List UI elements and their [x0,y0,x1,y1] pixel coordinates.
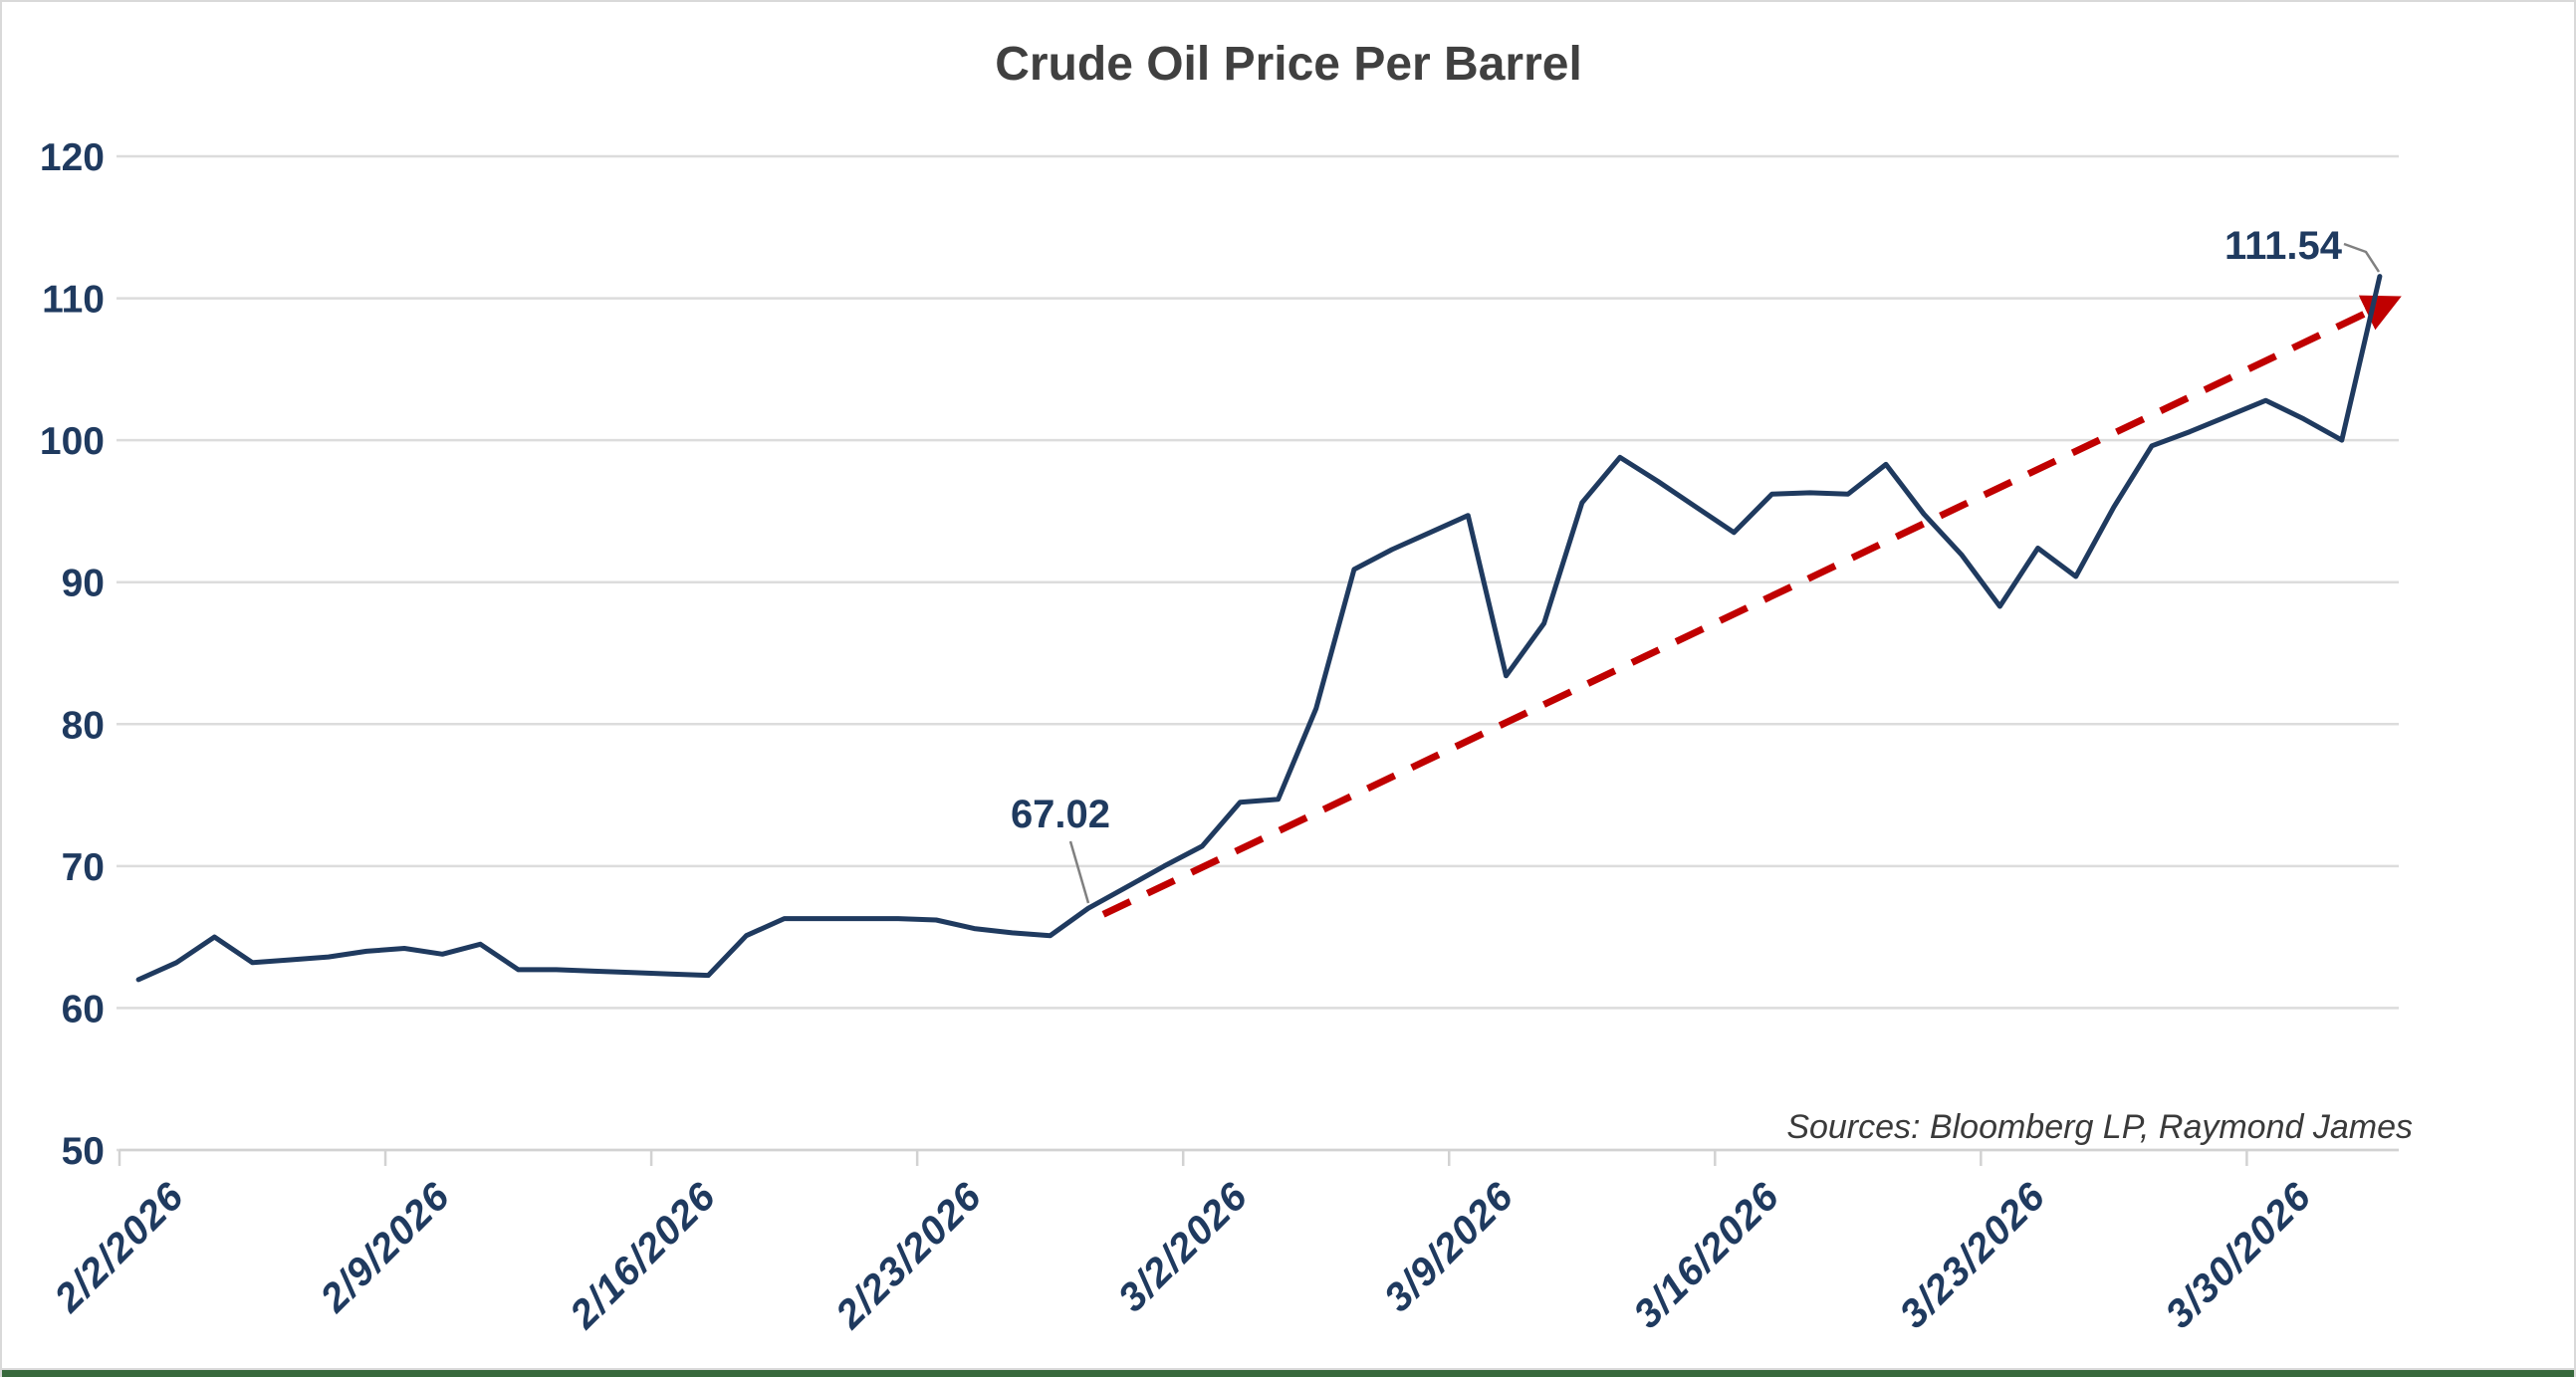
y-axis-label-50: 50 [62,1130,105,1173]
x-axis-label-2-16-2026: 2/16/2026 [562,1174,725,1337]
price-series-line [135,274,2383,983]
y-axis-label-110: 110 [42,279,105,322]
y-axis-label-60: 60 [62,988,105,1031]
y-axis-label-80: 80 [62,704,105,747]
x-axis-label-3-16-2026: 3/16/2026 [1625,1174,1787,1336]
sources-note: Sources: Bloomberg LP, Raymond James [1786,1108,2413,1146]
x-axis-label-3-23-2026: 3/23/2026 [1891,1174,2053,1336]
x-axis-label-2-2-2026: 2/2/2026 [46,1174,193,1321]
x-axis-label-2-23-2026: 2/23/2026 [827,1174,991,1337]
annotation-leader-67-02 [1068,840,1090,904]
annotation-111-54: 111.54 [2225,224,2343,268]
annotation-leader-111-54 [2343,242,2381,273]
y-axis-label-70: 70 [62,846,105,889]
y-axis-label-100: 100 [40,420,105,463]
trend-line [1101,295,2402,918]
x-axis-label-3-9-2026: 3/9/2026 [1376,1174,1522,1320]
x-axis-label-2-9-2026: 2/9/2026 [312,1174,459,1321]
x-axis-label-3-2-2026: 3/2/2026 [1110,1174,1257,1320]
x-axis-label-3-30-2026: 3/30/2026 [2158,1174,2320,1336]
chart-title: Crude Oil Price Per Barrel [995,38,1582,91]
bottom-edge-strip [2,1368,2574,1377]
y-axis-label-90: 90 [62,563,105,605]
annotation-67-02: 67.02 [1011,793,1110,836]
y-axis-label-120: 120 [40,136,105,179]
